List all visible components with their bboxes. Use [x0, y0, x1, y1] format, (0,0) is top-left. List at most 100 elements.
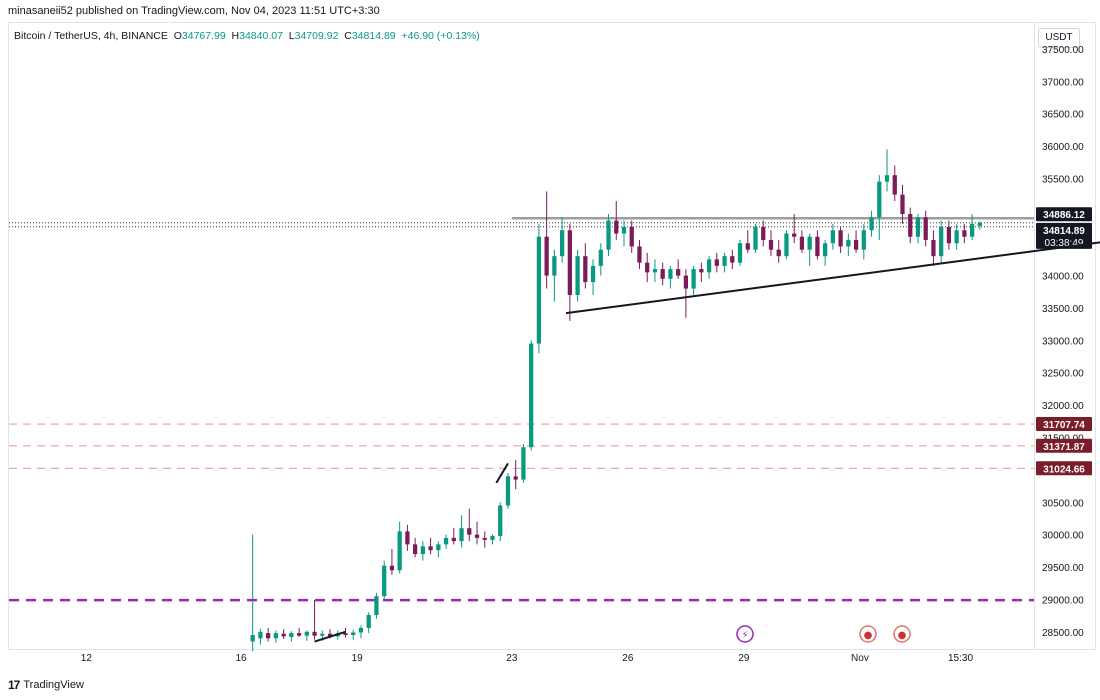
footer-brand[interactable]: 17 TradingView [8, 678, 84, 692]
candle-body [513, 476, 518, 480]
candle-body [289, 633, 294, 637]
candle-body [567, 230, 572, 296]
candle-body [312, 631, 317, 636]
candle-body [327, 633, 333, 637]
candle-body [552, 256, 557, 276]
candle-body [660, 269, 665, 279]
candle-body [320, 633, 325, 636]
candle-body [853, 239, 859, 250]
close-value: 34814.89 [351, 30, 396, 42]
price-axis-pane[interactable] [1034, 22, 1096, 650]
candle-body [823, 243, 828, 257]
high-label: H [231, 30, 240, 42]
y-tick-label: 28500.00 [1042, 628, 1084, 639]
candle-body [683, 275, 689, 289]
candle-body [296, 633, 302, 636]
candle-body [614, 220, 619, 234]
candle-body [413, 544, 418, 555]
ohlc-legend: Bitcoin / TetherUS, 4h, BINANCE O34767.9… [14, 30, 480, 42]
lightning-event-icon [736, 625, 754, 643]
candle-body [931, 239, 936, 257]
us-flag-event-icon-glyph: ● [898, 630, 907, 641]
candle-body [482, 537, 487, 540]
candle-body [451, 537, 456, 542]
y-tick-label: 30000.00 [1042, 531, 1084, 542]
candle-body [668, 269, 673, 279]
y-tick-label: 37000.00 [1042, 77, 1084, 88]
candle-body [861, 230, 866, 250]
candle-body [977, 222, 982, 226]
candle-body [969, 223, 975, 237]
candle-body [575, 256, 580, 296]
candle-body [676, 269, 681, 276]
y-tick-label: 33000.00 [1042, 336, 1084, 347]
price-label-box [1036, 417, 1092, 432]
candle-body [884, 175, 890, 182]
candle-body [606, 220, 611, 250]
candle-body [629, 227, 634, 247]
candle-body [846, 239, 851, 247]
lightning-event-icon-glyph: ⚡ [741, 630, 748, 641]
candle-body [691, 269, 696, 289]
candle-body [281, 633, 286, 637]
candle-body [939, 227, 944, 257]
candle-body [366, 614, 371, 628]
currency-button[interactable]: USDT [1038, 28, 1080, 48]
open-value: 34767.99 [181, 30, 226, 42]
candle-body [830, 230, 835, 244]
symbol-title[interactable]: Bitcoin / TetherUS, 4h, BINANCE [14, 30, 168, 42]
countdown-label-text: 03:38:49 [1045, 238, 1084, 249]
candle-body [521, 447, 526, 480]
change-value: +46.90 (+0.13%) [401, 30, 480, 42]
candle-body [745, 243, 750, 250]
low-value: 34709.92 [294, 30, 339, 42]
candle-body [714, 259, 719, 266]
candle-body [869, 217, 874, 231]
candle-body [583, 256, 588, 283]
candle-body [459, 528, 464, 542]
low-label: L [288, 30, 295, 42]
chart-pane[interactable] [8, 22, 1035, 650]
candle-body [792, 233, 797, 237]
candle-body [258, 631, 263, 639]
candle-body [590, 265, 596, 283]
us-flag-event-icon-glyph: ● [864, 630, 873, 641]
candle-body [536, 236, 542, 344]
candle-body [962, 230, 967, 237]
candle-body [559, 230, 565, 257]
candle-body [428, 546, 433, 551]
high-value: 34840.07 [239, 30, 283, 42]
trendline [495, 462, 509, 484]
candle-body [768, 239, 774, 250]
y-tick-label: 36000.00 [1042, 142, 1084, 153]
candle-body [923, 217, 928, 240]
candle-body [946, 227, 952, 244]
price-label-box [1036, 222, 1092, 249]
price-label-text: 31024.66 [1043, 464, 1085, 475]
candle-body [737, 243, 743, 263]
candle-body [443, 537, 449, 545]
candle-body [799, 236, 805, 250]
candle-body [776, 249, 781, 257]
candle-body [722, 256, 727, 266]
x-tick-label: 29 [738, 653, 750, 664]
y-tick-label: 29000.00 [1042, 595, 1084, 606]
y-tick-label: 37500.00 [1042, 45, 1084, 56]
price-label-text: 34814.89 [1043, 226, 1085, 237]
close-label: C [344, 30, 352, 42]
candle-body [397, 531, 402, 571]
candle-body [405, 531, 410, 545]
candle-body [645, 262, 650, 273]
candle-body [529, 343, 534, 448]
y-tick-label: 36500.00 [1042, 110, 1084, 121]
candle-body [273, 633, 279, 639]
trendline [314, 630, 346, 643]
candle-body [900, 194, 905, 215]
candle-body [706, 259, 712, 273]
x-tick-label: 26 [622, 653, 634, 664]
y-tick-label: 29500.00 [1042, 563, 1084, 574]
price-label-text: 31707.74 [1043, 420, 1085, 431]
candle-body [598, 249, 603, 266]
candle-body [266, 633, 271, 639]
